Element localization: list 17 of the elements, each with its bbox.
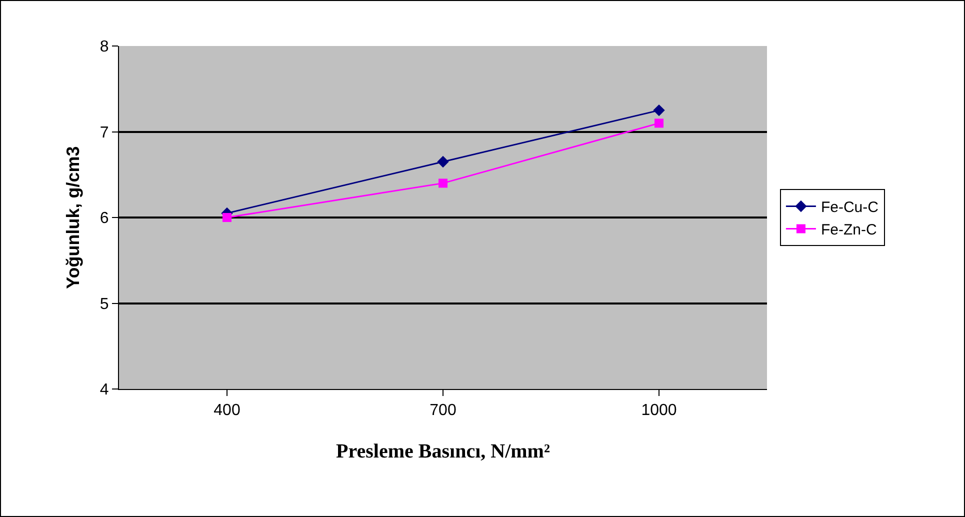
legend-label: Fe-Cu-C — [820, 199, 879, 216]
y-tick-label: 6 — [100, 210, 109, 228]
point — [653, 104, 665, 116]
point — [438, 178, 448, 188]
point — [654, 118, 664, 128]
point — [437, 156, 449, 168]
y-tick-label: 8 — [100, 38, 109, 56]
x-tick-label: 400 — [214, 402, 240, 420]
y-tick-label: 4 — [100, 382, 109, 399]
y-tick-label: 7 — [100, 124, 109, 142]
point — [222, 213, 232, 222]
x-tick-label: 700 — [430, 402, 456, 420]
y-tick-label: 5 — [100, 296, 109, 313]
x-axis-title: Presleme Basıncı, N/mm² — [336, 440, 550, 463]
legend-label: Fe-Zn-C — [820, 222, 877, 239]
y-axis-title: Yoğunluk, g/cm3 — [63, 146, 84, 289]
x-tick-label: 1000 — [641, 402, 677, 420]
